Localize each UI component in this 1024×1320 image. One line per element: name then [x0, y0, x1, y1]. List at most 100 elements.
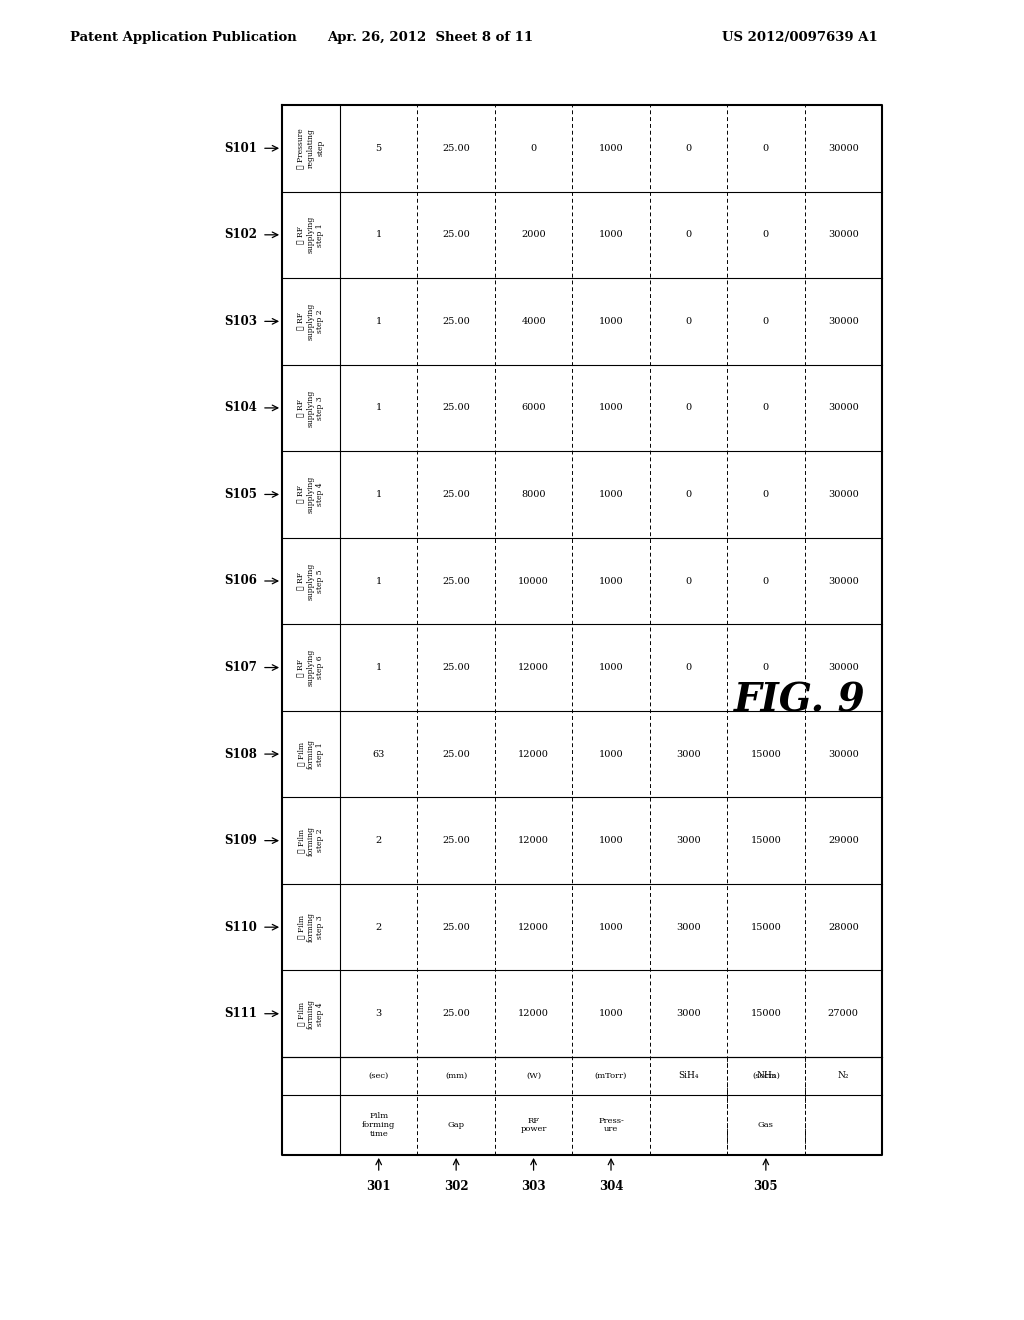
Text: 1000: 1000 [599, 230, 624, 239]
Text: 0: 0 [763, 144, 769, 153]
Text: Gap: Gap [447, 1121, 465, 1129]
Text: 30000: 30000 [828, 663, 859, 672]
Text: 0: 0 [685, 577, 691, 586]
Text: 1000: 1000 [599, 577, 624, 586]
Text: NH₃: NH₃ [756, 1072, 775, 1081]
Text: SiH₄: SiH₄ [678, 1072, 698, 1081]
Text: 30000: 30000 [828, 404, 859, 412]
Text: 0: 0 [530, 144, 537, 153]
Text: ② RF
supplying
step 3: ② RF supplying step 3 [298, 389, 325, 426]
Text: 28000: 28000 [828, 923, 859, 932]
Text: S105: S105 [224, 488, 257, 502]
Text: 30000: 30000 [828, 144, 859, 153]
Text: 3000: 3000 [676, 923, 700, 932]
Text: 15000: 15000 [751, 1010, 781, 1018]
Text: 12000: 12000 [518, 750, 549, 759]
Text: 1000: 1000 [599, 1010, 624, 1018]
Text: S109: S109 [224, 834, 257, 847]
Text: ② RF
supplying
step 6: ② RF supplying step 6 [298, 649, 325, 686]
Text: 1000: 1000 [599, 836, 624, 845]
Text: 63: 63 [373, 750, 385, 759]
Text: 25.00: 25.00 [442, 923, 470, 932]
Text: ② RF
supplying
step 2: ② RF supplying step 2 [298, 302, 325, 341]
Text: 12000: 12000 [518, 836, 549, 845]
Text: Press-
ure: Press- ure [598, 1117, 624, 1134]
Text: 3000: 3000 [676, 750, 700, 759]
Text: 25.00: 25.00 [442, 230, 470, 239]
Text: 2: 2 [376, 836, 382, 845]
Text: S103: S103 [224, 315, 257, 327]
Text: 6000: 6000 [521, 404, 546, 412]
Text: 301: 301 [367, 1180, 391, 1193]
Text: 0: 0 [763, 663, 769, 672]
Text: 0: 0 [763, 317, 769, 326]
Text: S111: S111 [224, 1007, 257, 1020]
Text: 0: 0 [763, 230, 769, 239]
Text: 1: 1 [376, 317, 382, 326]
Text: 25.00: 25.00 [442, 750, 470, 759]
Text: 30000: 30000 [828, 230, 859, 239]
Text: 5: 5 [376, 144, 382, 153]
Text: (mm): (mm) [445, 1072, 467, 1080]
Text: ③ Film
forming
step 3: ③ Film forming step 3 [298, 912, 325, 942]
Text: 304: 304 [599, 1180, 624, 1193]
Text: 3: 3 [376, 1010, 382, 1018]
Text: 25.00: 25.00 [442, 490, 470, 499]
Text: 25.00: 25.00 [442, 144, 470, 153]
Text: 1000: 1000 [599, 317, 624, 326]
Text: 0: 0 [685, 490, 691, 499]
Text: ③ Film
forming
step 2: ③ Film forming step 2 [298, 825, 325, 855]
Text: RF
power: RF power [520, 1117, 547, 1134]
Text: 4000: 4000 [521, 317, 546, 326]
Text: Apr. 26, 2012  Sheet 8 of 11: Apr. 26, 2012 Sheet 8 of 11 [327, 30, 534, 44]
Text: 12000: 12000 [518, 1010, 549, 1018]
Text: 15000: 15000 [751, 750, 781, 759]
Text: 1000: 1000 [599, 404, 624, 412]
Text: 0: 0 [763, 490, 769, 499]
Text: 3000: 3000 [676, 836, 700, 845]
Text: S107: S107 [224, 661, 257, 675]
Text: 8000: 8000 [521, 490, 546, 499]
Text: 15000: 15000 [751, 923, 781, 932]
Text: 0: 0 [685, 663, 691, 672]
Text: 1: 1 [376, 663, 382, 672]
Text: ③ Film
forming
step 1: ③ Film forming step 1 [298, 739, 325, 770]
Text: 30000: 30000 [828, 317, 859, 326]
Text: 25.00: 25.00 [442, 404, 470, 412]
Text: ① Pressure
regulating
step: ① Pressure regulating step [298, 128, 325, 169]
Text: 25.00: 25.00 [442, 1010, 470, 1018]
Text: 27000: 27000 [827, 1010, 859, 1018]
Text: 25.00: 25.00 [442, 663, 470, 672]
Text: ② RF
supplying
step 1: ② RF supplying step 1 [298, 216, 325, 253]
Text: Film
forming
time: Film forming time [362, 1113, 395, 1138]
Text: Patent Application Publication: Patent Application Publication [70, 30, 297, 44]
Text: 25.00: 25.00 [442, 317, 470, 326]
Text: S102: S102 [224, 228, 257, 242]
Text: 302: 302 [443, 1180, 468, 1193]
Text: 15000: 15000 [751, 836, 781, 845]
Text: 1: 1 [376, 490, 382, 499]
Text: US 2012/0097639 A1: US 2012/0097639 A1 [722, 30, 878, 44]
Text: S101: S101 [224, 141, 257, 154]
Text: 1: 1 [376, 404, 382, 412]
Text: (W): (W) [526, 1072, 541, 1080]
Text: 0: 0 [685, 317, 691, 326]
Text: 25.00: 25.00 [442, 836, 470, 845]
Text: (sccm): (sccm) [752, 1072, 780, 1080]
Text: 25.00: 25.00 [442, 577, 470, 586]
Text: 29000: 29000 [828, 836, 859, 845]
Text: S108: S108 [224, 747, 257, 760]
Text: 2000: 2000 [521, 230, 546, 239]
Text: Gas: Gas [758, 1121, 774, 1129]
Text: 30000: 30000 [828, 750, 859, 759]
Text: N₂: N₂ [838, 1072, 849, 1081]
Text: 0: 0 [685, 230, 691, 239]
Text: (mTorr): (mTorr) [595, 1072, 627, 1080]
Text: 303: 303 [521, 1180, 546, 1193]
Text: (sec): (sec) [369, 1072, 389, 1080]
Text: ③ Film
forming
step 4: ③ Film forming step 4 [298, 999, 325, 1028]
Text: 30000: 30000 [828, 577, 859, 586]
Text: 3000: 3000 [676, 1010, 700, 1018]
Text: 2: 2 [376, 923, 382, 932]
Text: S104: S104 [224, 401, 257, 414]
